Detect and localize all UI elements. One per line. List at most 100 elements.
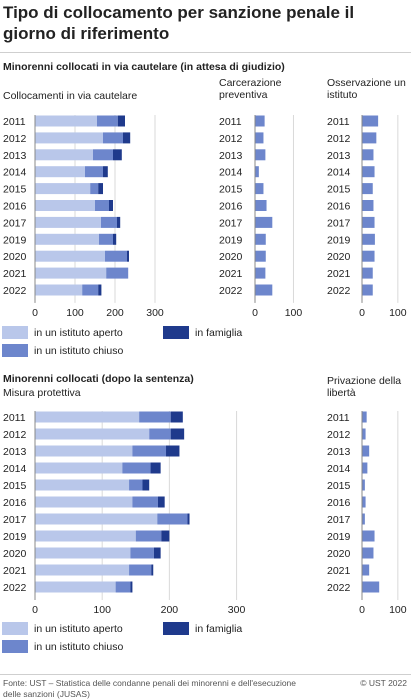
y-tick-label: 2019 [3, 531, 27, 543]
bar-segment [362, 462, 368, 474]
bar-segment [35, 513, 158, 525]
bar-segment [362, 233, 375, 245]
bar-segment [106, 267, 129, 279]
bar-segment [98, 183, 103, 195]
y-tick-label: 2022 [327, 285, 351, 297]
copyright: © UST 2022 [360, 678, 407, 688]
y-tick-label: 2014 [327, 463, 351, 475]
chart-title: Tipo di collocamento per sanzione penale… [3, 3, 355, 43]
bar-segment [35, 445, 133, 457]
y-tick-label: 2019 [3, 234, 27, 246]
x-tick-label: 100 [389, 604, 407, 616]
y-tick-label: 2013 [219, 150, 243, 162]
y-tick-label: 2022 [219, 285, 243, 297]
bar-segment [362, 513, 365, 525]
bar-segment [130, 547, 154, 559]
y-tick-label: 2014 [327, 167, 351, 179]
y-tick-label: 2017 [3, 217, 27, 229]
bar-segment [161, 530, 170, 542]
legend-label-aperto: in un istituto aperto [34, 327, 123, 339]
y-tick-label: 2011 [3, 412, 26, 424]
y-tick-label: 2017 [327, 514, 351, 526]
bar-segment [35, 496, 133, 508]
panel-title: Collocamenti in via cautelare [3, 90, 137, 102]
bar-segment [166, 445, 180, 457]
x-tick-label: 0 [32, 307, 38, 319]
bar-segment [90, 183, 99, 195]
bar-segment [99, 233, 113, 245]
bar-segment [35, 547, 131, 559]
bar-segment [255, 115, 265, 127]
bar-segment [255, 267, 266, 279]
bar-segment [129, 564, 152, 576]
bar-segment [362, 183, 373, 195]
y-tick-label: 2016 [327, 201, 351, 213]
title-divider [0, 52, 411, 53]
y-tick-label: 2021 [327, 268, 351, 280]
x-tick-label: 100 [389, 307, 407, 319]
y-tick-label: 2015 [3, 480, 27, 492]
bar-segment [35, 581, 116, 593]
bar-segment [135, 530, 162, 542]
legend-swatch-aperto [2, 326, 28, 339]
y-tick-label: 2016 [3, 201, 27, 213]
bar-segment [255, 132, 264, 144]
legend-swatch-aperto [2, 622, 28, 635]
bar-segment [85, 166, 103, 178]
y-tick-label: 2020 [327, 251, 351, 263]
bar-segment [35, 411, 140, 423]
legend-label-aperto: in un istituto aperto [34, 623, 123, 635]
bar-segment [255, 200, 267, 211]
bar-segment [105, 250, 127, 262]
bar-segment [35, 115, 97, 127]
bar-segment [362, 267, 373, 279]
bar-segment [255, 250, 266, 262]
bar-segment [362, 411, 367, 423]
y-tick-label: 2013 [3, 150, 27, 162]
y-tick-label: 2011 [3, 116, 26, 128]
y-tick-label: 2015 [219, 184, 243, 196]
bar-segment [35, 250, 105, 262]
panel-title: istituto [327, 89, 358, 101]
x-tick-label: 0 [32, 604, 38, 616]
bar-segment [35, 462, 123, 474]
bar-segment [139, 411, 171, 423]
bar-segment [151, 564, 154, 576]
bar-segment [170, 411, 183, 423]
y-tick-label: 2017 [3, 514, 27, 526]
y-tick-label: 2021 [327, 565, 351, 577]
y-tick-label: 2013 [327, 150, 351, 162]
bar-segment [97, 115, 118, 127]
bar-segment [115, 581, 131, 593]
footer-divider [0, 674, 411, 675]
bar-segment [35, 530, 136, 542]
legend-swatch-famiglia [163, 326, 189, 339]
bar-segment [113, 149, 122, 161]
bar-segment [129, 479, 143, 491]
y-tick-label: 2016 [3, 497, 27, 509]
x-tick-label: 0 [252, 307, 258, 319]
y-tick-label: 2011 [327, 116, 350, 128]
y-tick-label: 2014 [219, 167, 243, 179]
y-tick-label: 2015 [3, 184, 27, 196]
x-tick-label: 100 [93, 604, 111, 616]
bar-segment [362, 479, 365, 491]
chart-canvas: Minorenni collocati in via cautelare (in… [2, 61, 407, 653]
bar-segment [362, 564, 370, 576]
bar-segment [113, 233, 117, 245]
bar-segment [362, 250, 375, 262]
legend-label-chiuso: in un istituto chiuso [34, 641, 123, 653]
y-tick-label: 2022 [3, 582, 27, 594]
bar-segment [103, 132, 123, 144]
bar-segment [153, 547, 161, 559]
legend-swatch-chiuso [2, 344, 28, 357]
bar-segment [362, 149, 374, 161]
source-note: Fonte: UST – Statistica delle condanne p… [3, 678, 297, 699]
bar-segment [255, 284, 273, 296]
legend-label-famiglia: in famiglia [195, 623, 242, 635]
bar-segment [157, 496, 165, 508]
legend-label-chiuso: in un istituto chiuso [34, 345, 123, 357]
bar-segment [117, 216, 121, 228]
y-tick-label: 2012 [3, 133, 27, 145]
bar-segment [150, 462, 161, 474]
